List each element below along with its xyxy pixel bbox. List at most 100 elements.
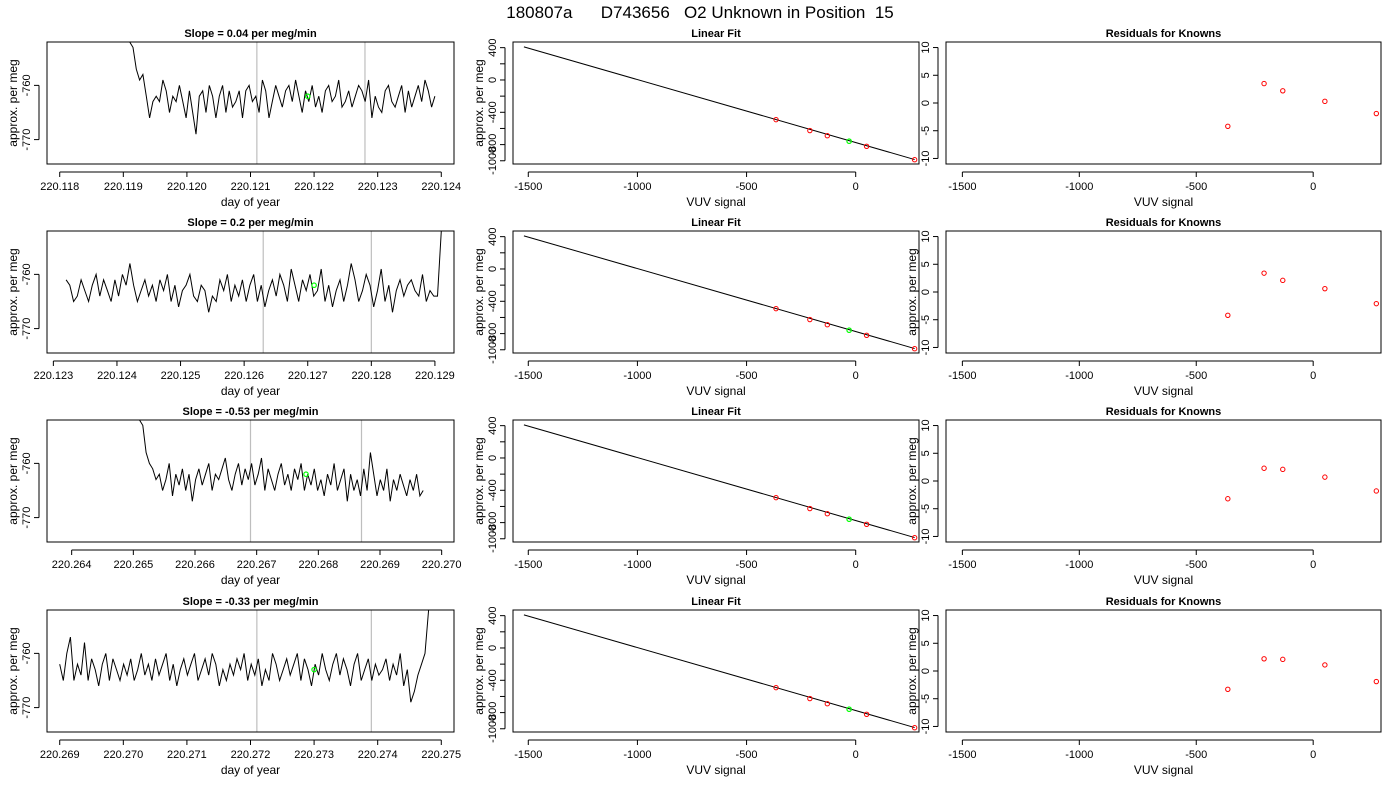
y-tick-label: -400 [487, 101, 499, 123]
known-point [1373, 678, 1380, 685]
unknown-marker [311, 666, 317, 673]
x-tick-label: 220.124 [97, 370, 137, 382]
y-tick-label: -5 [920, 126, 932, 136]
y-axis-label: approx. per meg [472, 59, 486, 146]
y-tick-label: -5 [920, 504, 932, 514]
known-point [773, 116, 779, 123]
known-point [911, 346, 918, 352]
x-tick-label: 220.121 [231, 181, 271, 193]
known-point [1280, 277, 1286, 284]
x-tick-label: -500 [736, 559, 758, 571]
plot-area [523, 614, 918, 731]
plot-area [59, 610, 430, 732]
y-tick-label: 0 [920, 668, 932, 674]
page-title: 180807a D743656 O2 Unknown in Position 1… [506, 3, 894, 22]
plot-frame [512, 419, 920, 543]
plot-area [65, 231, 442, 353]
x-tick-label: 220.128 [351, 370, 391, 382]
x-tick-label: 220.270 [103, 749, 143, 761]
plot-frame [945, 609, 1382, 733]
panel-row2-timeseries: Slope = 0.2 per meg/min 220.123 220.124 220… [6, 217, 455, 398]
x-tick-label: 220.269 [40, 749, 80, 761]
fit-line [523, 235, 915, 350]
y-tick-label: 10 [920, 419, 932, 431]
panel-title: Slope = -0.53 per meg/min [182, 406, 318, 418]
known-point [824, 701, 831, 707]
x-axis-label: VUV signal [1134, 763, 1193, 777]
y-tick-label: 5 [920, 261, 932, 267]
x-axis-label: day of year [221, 573, 280, 587]
panel-title: Slope = 0.04 per meg/min [184, 28, 317, 40]
x-tick-label: -1000 [1065, 559, 1093, 571]
panel-title: Slope = -0.33 per meg/min [182, 596, 318, 608]
y-tick-label: -1000 [487, 525, 499, 553]
known-point [1280, 88, 1286, 94]
known-point [911, 157, 918, 163]
panel-title: Residuals for Knowns [1106, 406, 1222, 418]
series-line [65, 231, 442, 313]
known-point [863, 521, 870, 528]
y-tick-label: 400 [487, 38, 499, 56]
x-axis-label: day of year [221, 195, 280, 209]
series-line [59, 610, 430, 703]
y-tick-label: -5 [920, 694, 932, 704]
y-tick-label: 400 [487, 606, 499, 624]
panel-row3-timeseries: Slope = -0.53 per meg/min 220.264 220.265 2… [6, 406, 462, 587]
unknown-point [846, 516, 852, 523]
panel-title: Slope = 0.2 per meg/min [187, 217, 314, 229]
x-tick-label: 220.264 [52, 559, 92, 571]
x-tick-label: -1000 [623, 559, 651, 571]
x-tick-label: 220.275 [421, 749, 461, 761]
panel-title: Residuals for Knowns [1106, 28, 1222, 40]
panel-row1-residuals: Residuals for Knowns -1500 -1000 -500 0 10 5 0 -… [920, 28, 1382, 209]
fit-line [523, 424, 915, 539]
y-tick-label: -760 [21, 263, 33, 285]
series-line [139, 420, 424, 502]
y-tick-label: 10 [920, 41, 932, 53]
fit-line [523, 46, 915, 161]
known-point [773, 305, 779, 312]
x-tick-label: 220.123 [33, 370, 73, 382]
y-tick-label: -1000 [487, 715, 499, 743]
panel-row2-fit: Linear Fit-1500 -1000 -500 04000-400-800-10… [472, 217, 920, 398]
fit-line [523, 614, 915, 729]
x-tick-label: -500 [736, 181, 758, 193]
unknown-marker [304, 93, 311, 100]
unknown-marker [303, 471, 309, 478]
plot-frame [512, 230, 920, 354]
unknown-point [846, 706, 852, 713]
y-tick-label: -10 [920, 719, 932, 735]
x-tick-label: -1500 [948, 370, 976, 382]
x-axis-label: VUV signal [686, 384, 745, 398]
plot-area [1225, 656, 1380, 692]
x-tick-label: -1500 [514, 559, 542, 571]
panel-title: Linear Fit [691, 406, 741, 418]
y-axis-label: approx. per meg [905, 437, 919, 524]
known-point [824, 322, 831, 328]
unknown-point [846, 138, 852, 145]
y-axis-label: approx. per meg [905, 627, 919, 714]
y-tick-label: 0 [487, 266, 499, 272]
x-axis-label: VUV signal [1134, 573, 1193, 587]
x-tick-label: -500 [736, 749, 758, 761]
known-point [1225, 312, 1231, 318]
x-tick-label: -1500 [514, 370, 542, 382]
known-point [1373, 110, 1380, 117]
panel-title: Linear Fit [691, 217, 741, 229]
known-point [1225, 123, 1231, 129]
known-point [1225, 686, 1231, 692]
panel-row1-timeseries: Slope = 0.04 per meg/min 220.118 220.119 22… [6, 28, 461, 209]
x-tick-label: 220.119 [104, 181, 143, 193]
plot-frame [945, 41, 1382, 165]
known-point [1280, 656, 1286, 663]
x-tick-label: 220.272 [231, 749, 271, 761]
y-tick-label: -800 [487, 512, 499, 534]
known-point [863, 332, 870, 339]
x-tick-label: -1000 [1065, 749, 1093, 761]
y-tick-label: 5 [920, 450, 932, 456]
x-tick-label: -1000 [623, 370, 651, 382]
y-tick-label: -800 [487, 323, 499, 345]
x-tick-label: -1500 [948, 181, 976, 193]
y-tick-label: 5 [920, 640, 932, 646]
x-tick-label: 220.266 [175, 559, 215, 571]
